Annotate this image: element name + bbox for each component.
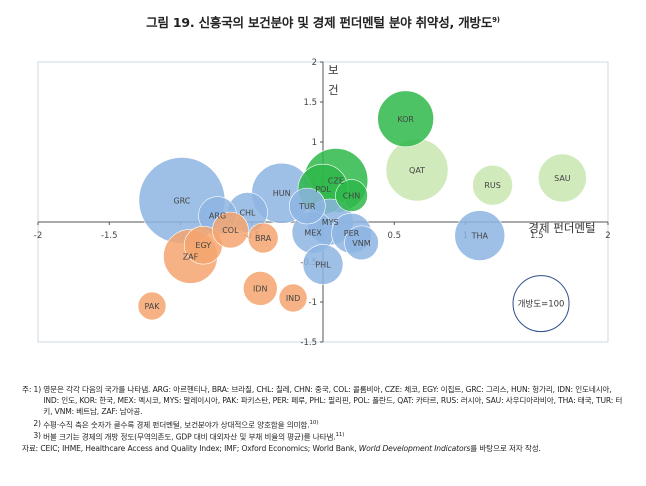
source-lead: 자료:: [22, 444, 41, 454]
bubble-vnm: [344, 225, 379, 261]
bubble-label: PHL: [315, 260, 331, 269]
bubble-label: MEX: [304, 228, 322, 237]
bubble-label: CZE: [328, 176, 344, 185]
bubble-label: TUR: [298, 202, 316, 211]
bubble-phl: [302, 244, 344, 285]
note-row: 3) 버블 크기는 경제의 개방 정도(무역의존도, GDP 대비 대외자산 및…: [22, 430, 628, 443]
note-lead: 3): [22, 431, 44, 441]
bubble-col: [212, 211, 249, 249]
bubble-label: EGY: [195, 241, 211, 250]
source-row: 자료: CEIC; IHME, Healthcare Access and Qu…: [22, 443, 628, 454]
note-text: 영문은 각각 다음의 국가를 나타냄. ARG: 아르헨티나, BRA: 브라질…: [43, 385, 623, 417]
bubble-label: CHN: [343, 192, 361, 201]
note-text: 수평·수직 축은 숫자가 클수록 경제 펀더멘털, 보건분야가 상대적으로 양호…: [43, 420, 310, 430]
y-tick-label: 2: [312, 58, 317, 68]
bubble-pak: [137, 291, 167, 321]
bubble-kor: [377, 90, 434, 148]
y-tick-label: 1: [312, 138, 317, 148]
y-axis-title: 건: [328, 83, 339, 97]
note-text: 버블 크기는 경제의 개방 정도(무역의존도, GDP 대비 대외자산 및 부채…: [43, 432, 336, 442]
source-text: CEIC; IHME, Healthcare Access and Qualit…: [40, 444, 359, 454]
bubble-rus: [472, 164, 513, 206]
bubble-bra: [247, 222, 279, 254]
y-tick-label: -1.5: [300, 338, 317, 348]
x-tick-label: 0.5: [387, 231, 401, 241]
bubble-tha: [454, 210, 506, 261]
bubble-label: IDN: [253, 284, 268, 293]
size-legend-label: 개방도=100: [518, 299, 565, 310]
bubble-idn: [242, 271, 278, 306]
bubble-label: PAK: [144, 302, 160, 311]
bubble-label: POL: [315, 185, 331, 194]
bubble-label: MYS: [322, 218, 339, 227]
bubble-label: VNM: [352, 239, 370, 248]
chart-notes: 주: 1) 영문은 각각 다음의 국가를 나타냄. ARG: 아르헨티나, BR…: [22, 384, 628, 454]
y-tick-label: 1.5: [303, 98, 317, 108]
note-footnote: 10): [309, 419, 319, 426]
bubble-label: CHL: [239, 208, 256, 217]
bubble-sau: [538, 153, 587, 203]
chart-title-footnote: 9): [492, 15, 500, 24]
x-tick-label: -2: [34, 231, 42, 241]
bubble-chn: [335, 179, 368, 212]
x-tick-label: 2: [605, 231, 610, 241]
note-row: 2) 수평·수직 축은 숫자가 클수록 경제 펀더멘털, 보건분야가 상대적으로…: [22, 418, 628, 431]
x-tick-label: 1.5: [530, 231, 544, 241]
note-lead: 2): [22, 418, 44, 428]
note-footnote: 11): [335, 432, 345, 439]
bubble-ind: [278, 283, 308, 313]
source-italic: World Development Indicators: [358, 444, 471, 454]
source-text-after: 를 바탕으로 저자 작성.: [470, 444, 541, 454]
bubble-label: THA: [471, 232, 489, 241]
note-lead: 주: 1): [22, 385, 44, 394]
bubble-label: ARG: [209, 212, 226, 221]
bubble-tur: [289, 187, 326, 225]
bubble-label: COL: [222, 226, 239, 235]
bubble-label: RUS: [484, 181, 501, 190]
note-row: 주: 1) 영문은 각각 다음의 국가를 나타냄. ARG: 아르헨티나, BR…: [22, 384, 628, 418]
bubble-label: KOR: [397, 115, 414, 124]
x-axis-title: 경제 펀더멘털: [528, 221, 595, 235]
bubble-label: PER: [344, 229, 360, 238]
x-tick-label: -1.5: [101, 231, 118, 241]
size-legend-circle: [512, 275, 570, 333]
bubble-label: SAU: [554, 174, 571, 183]
bubble-chart: -2-1.5-1-0.50.511.5221.510.5-0.5-1-1.5경제…: [34, 58, 611, 348]
bubble-label: GRC: [173, 196, 190, 205]
bubble-label: IND: [286, 294, 301, 303]
bubble-label: BRA: [255, 234, 272, 243]
chart-title-text: 그림 19. 신흥국의 보건분야 및 경제 펀더멘털 분야 취약성, 개방도: [146, 15, 493, 30]
bubble-label: ZAF: [183, 252, 199, 261]
y-tick-label: -1: [309, 298, 317, 308]
y-axis-title: 보: [328, 63, 339, 77]
chart-title: 그림 19. 신흥국의 보건분야 및 경제 펀더멘털 분야 취약성, 개방도9): [0, 12, 646, 31]
bubble-label: HUN: [273, 189, 291, 198]
bubble-label: QAT: [409, 166, 425, 175]
